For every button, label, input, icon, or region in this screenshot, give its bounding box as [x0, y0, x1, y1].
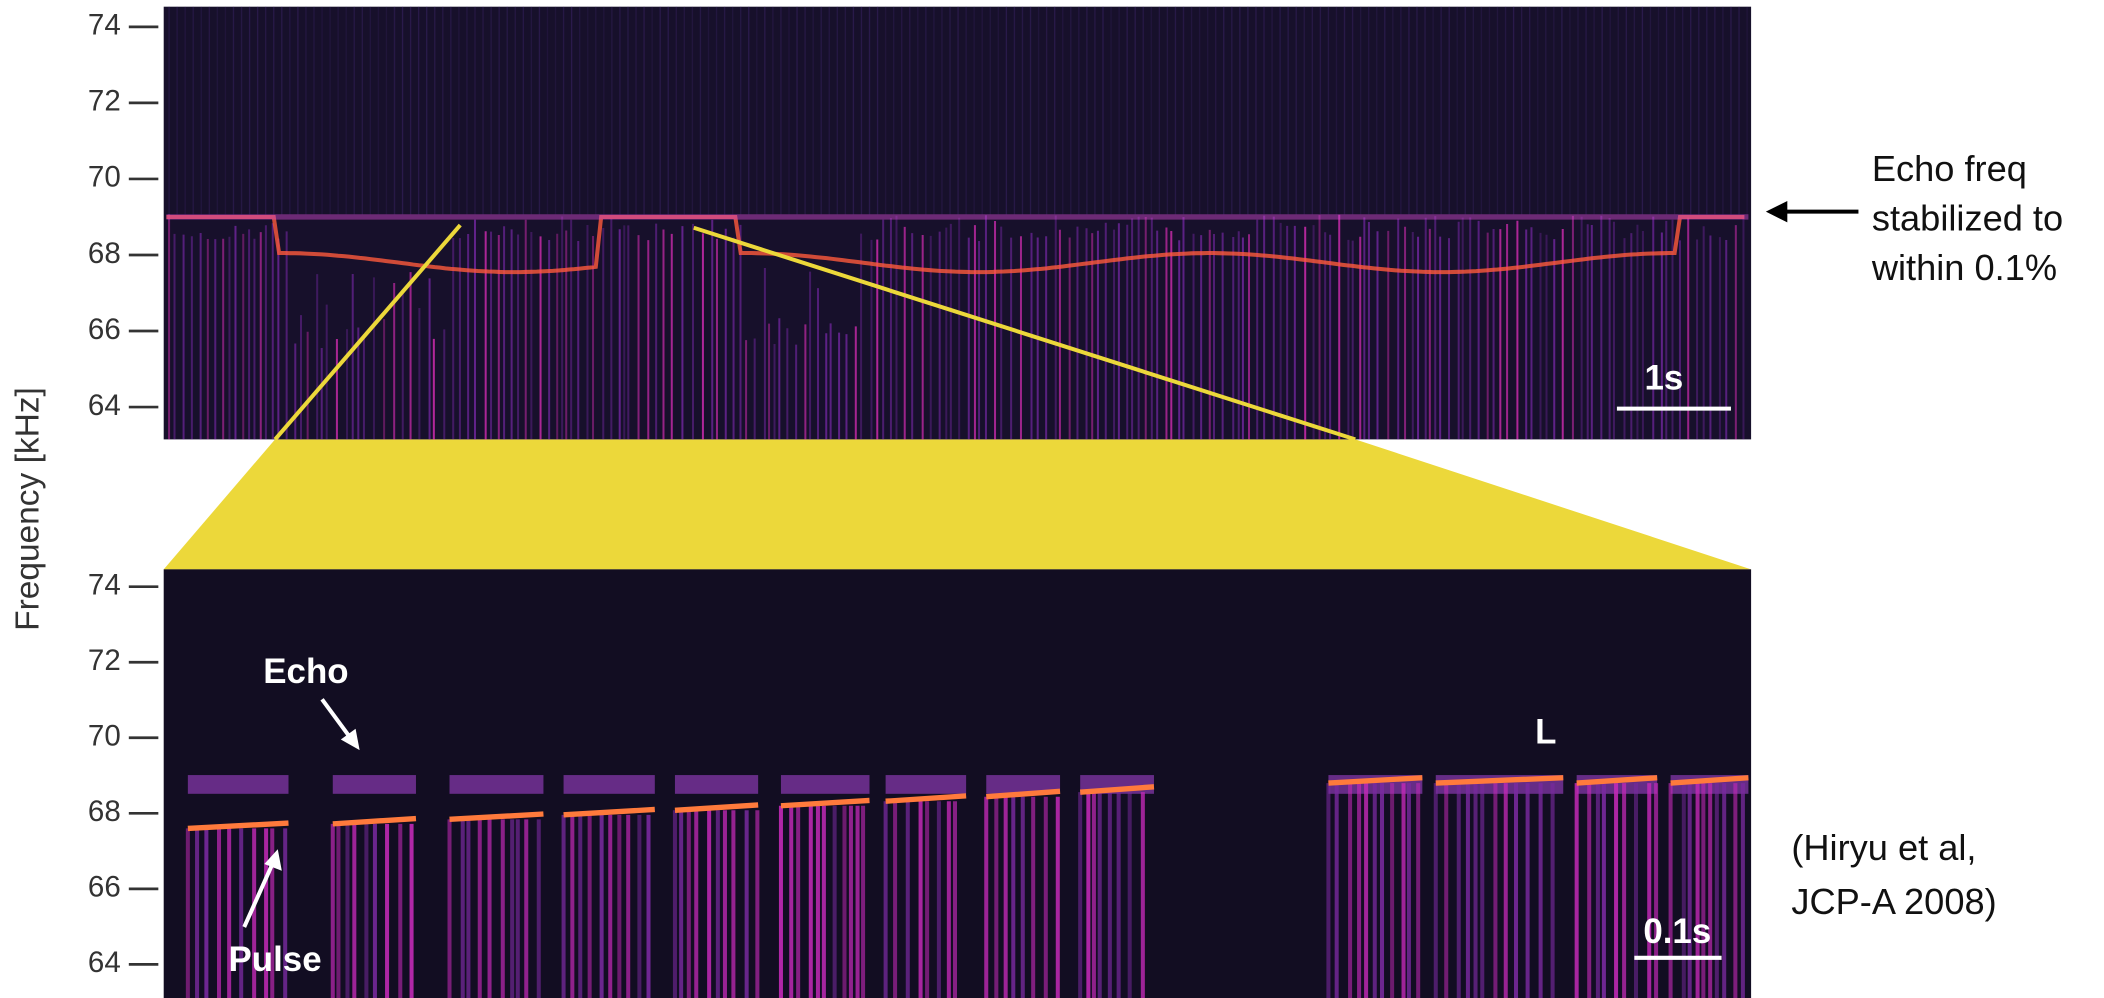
- echo-block: [885, 775, 967, 794]
- annotation-line: Echo freq: [1872, 148, 2027, 189]
- y-tick-label: 74: [88, 569, 121, 602]
- pulse-contour: [332, 815, 417, 827]
- pulse-contour: [1670, 775, 1749, 786]
- echo-block: [674, 775, 759, 794]
- pulse-label: Pulse: [229, 940, 322, 979]
- scale-bar-label: 0.1s: [1643, 912, 1711, 951]
- y-tick-label: 66: [88, 871, 121, 904]
- echo-arrow-head: [340, 728, 360, 751]
- annotation-line: stabilized to: [1872, 198, 2063, 239]
- pulse-contour: [1079, 784, 1155, 795]
- y-tick-label: 68: [88, 237, 121, 270]
- echo-arrow: [320, 698, 354, 741]
- echo-block: [449, 775, 544, 794]
- pulse-contour: [187, 820, 289, 832]
- echo-block: [187, 775, 289, 794]
- zoom-line: [693, 225, 1356, 442]
- y-tick-label: 70: [88, 720, 121, 753]
- y-tick-label: 72: [88, 85, 121, 118]
- citation-line: JCP-A 2008): [1791, 881, 1996, 922]
- pulse-contour: [1435, 775, 1564, 786]
- bottom-spectrogram-signal: [185, 775, 1749, 998]
- echo-block: [780, 775, 870, 794]
- echo-block: [986, 775, 1061, 794]
- top-spectrogram-signal: [166, 6, 1749, 440]
- pulse-arrow: [242, 863, 275, 928]
- y-tick-label: 70: [88, 161, 121, 194]
- pulse-contour: [563, 806, 655, 818]
- pulse-contour: [885, 793, 967, 804]
- pulse-arrow-head: [264, 849, 282, 871]
- pulse-contour: [780, 797, 870, 809]
- echo-contour: [166, 215, 1745, 275]
- zoom-line: [273, 223, 462, 441]
- scale-bar-label: 1s: [1644, 359, 1683, 398]
- y-tick-label: 68: [88, 795, 121, 828]
- echo-block: [563, 775, 655, 794]
- y-tick-label: 64: [88, 946, 121, 979]
- pulse-contour: [986, 788, 1061, 800]
- y-tick-label: 64: [88, 389, 121, 422]
- echo-block: [332, 775, 416, 794]
- citation-line: (Hiryu et al,: [1791, 827, 1976, 868]
- pulse-contour: [674, 802, 759, 813]
- y-axis-label: Frequency [kHz]: [9, 387, 46, 631]
- y-tick-label: 72: [88, 644, 121, 677]
- pulse-contour: [449, 811, 544, 823]
- pulse-contour: [1328, 775, 1423, 786]
- annotation-arrow-head: [1765, 200, 1788, 223]
- annotation-line: within 0.1%: [1871, 247, 2057, 288]
- y-tick-label: 74: [88, 9, 121, 42]
- echo-label: Echo: [263, 652, 348, 691]
- zoom-region: [163, 439, 1752, 570]
- y-tick-label: 66: [88, 313, 121, 346]
- pulse-contour: [1576, 775, 1658, 786]
- marker-label: L: [1535, 712, 1556, 751]
